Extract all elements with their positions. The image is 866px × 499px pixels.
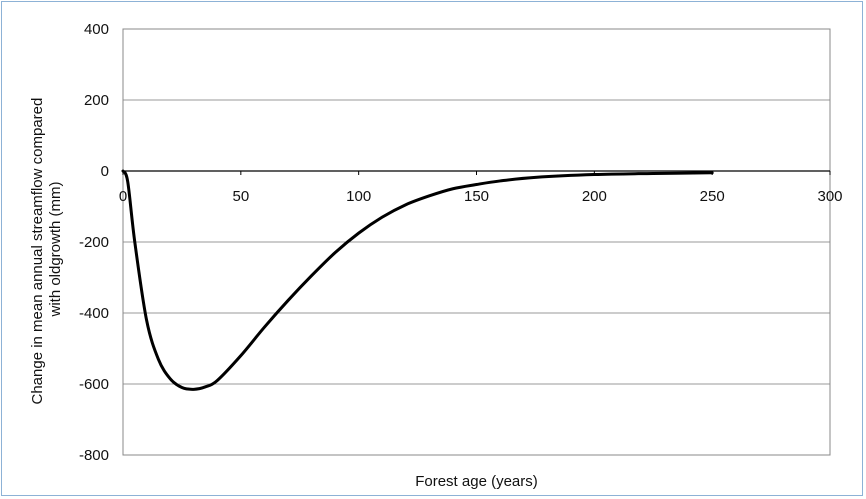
y-axis-title-line-1: Change in mean annual streamflow compare… bbox=[29, 98, 46, 405]
series-line-0 bbox=[121, 169, 714, 391]
y-tick-label-0: 400 bbox=[84, 21, 109, 38]
y-axis-title: Change in mean annual streamflow compare… bbox=[29, 93, 64, 404]
y-tick-label-2: 0 bbox=[101, 163, 109, 180]
y-tick-label-6: -800 bbox=[79, 447, 109, 464]
grid-lines bbox=[123, 28, 830, 456]
y-tick-label-3: -200 bbox=[79, 234, 109, 251]
x-tick-label-3: 150 bbox=[464, 188, 489, 205]
x-axis-title: Forest age (years) bbox=[415, 473, 538, 490]
x-tick-label-0: 0 bbox=[119, 188, 127, 205]
y-tick-label-5: -600 bbox=[79, 376, 109, 393]
y-tick-label-4: -400 bbox=[79, 305, 109, 322]
series-group bbox=[121, 169, 714, 391]
x-tick-label-5: 250 bbox=[700, 188, 725, 205]
x-tick-label-6: 300 bbox=[817, 188, 842, 205]
x-tick-label-2: 100 bbox=[346, 188, 371, 205]
y-tick-label-1: 200 bbox=[84, 92, 109, 109]
plot-area bbox=[122, 28, 831, 456]
x-tick-label-4: 200 bbox=[582, 188, 607, 205]
x-tick-label-1: 50 bbox=[232, 188, 249, 205]
y-axis-title-line-2: with oldgrowth (mm) bbox=[47, 181, 64, 317]
x-tick-labels: 0 50 100 150 200 250 300 bbox=[119, 171, 843, 205]
y-tick-labels: 400 200 0 -200 -400 -600 -800 bbox=[79, 21, 109, 464]
